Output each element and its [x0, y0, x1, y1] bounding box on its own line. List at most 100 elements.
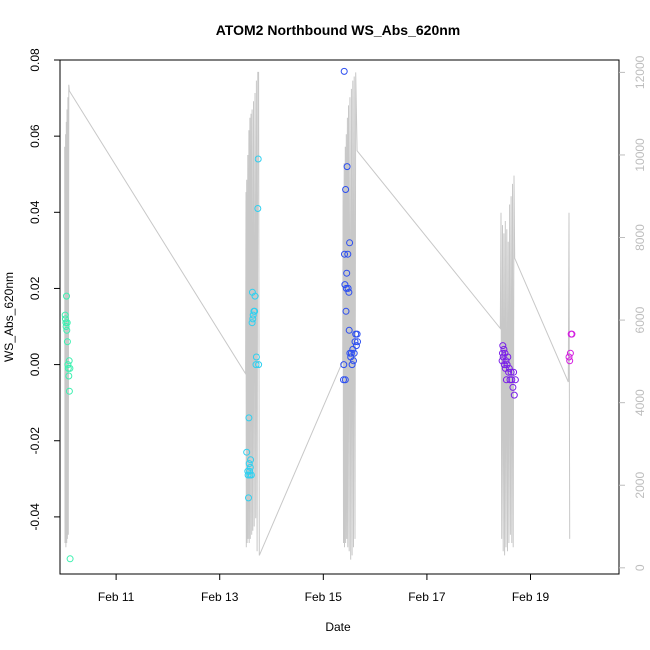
data-point: [351, 338, 359, 346]
data-point: [345, 288, 353, 296]
data-point: [246, 463, 254, 471]
data-point: [63, 292, 70, 300]
y2-tick-label: 6000: [633, 306, 647, 333]
data-point: [349, 345, 357, 353]
data-point: [343, 163, 351, 171]
data-point: [245, 414, 253, 422]
x-tick-label: Feb 15: [305, 590, 343, 604]
data-point: [249, 311, 257, 319]
data-point: [254, 155, 262, 163]
data-point: [61, 311, 69, 319]
data-point: [511, 376, 519, 384]
data-point: [509, 383, 517, 391]
data-point: [340, 361, 348, 369]
data-point: [347, 349, 355, 357]
data-point: [246, 467, 254, 475]
x-tick-label: Feb 13: [201, 590, 239, 604]
data-point: [65, 387, 73, 395]
x-axis-label: Date: [325, 620, 351, 634]
data-point: [500, 361, 508, 369]
data-point: [343, 269, 351, 277]
data-point: [64, 361, 72, 369]
data-point: [255, 361, 263, 369]
data-point: [252, 361, 260, 369]
data-point: [566, 349, 574, 357]
data-point: [499, 342, 507, 350]
y-axis-label: WS_Abs_620nm: [2, 272, 16, 362]
data-point: [510, 391, 518, 399]
data-point: [352, 342, 360, 350]
data-point: [252, 353, 260, 361]
data-point: [248, 319, 256, 327]
data-point: [344, 250, 352, 258]
data-point: [243, 448, 251, 456]
y2-tick-label: 8000: [633, 224, 647, 251]
data-point: [245, 494, 252, 502]
y-axis-left: -0.04 -0.02 0.00 0.02 0.04 0.06 0.08: [28, 48, 60, 531]
data-point: [350, 357, 357, 365]
data-point: [66, 555, 74, 563]
data-point: [505, 364, 513, 372]
data-point: [247, 456, 255, 464]
y-axis-right: 0 2000 4000 6000 8000 10000 12000: [619, 55, 647, 571]
y-tick-label: -0.04: [28, 503, 42, 531]
points-layer: [61, 67, 576, 563]
data-point: [63, 338, 71, 346]
data-point: [348, 361, 356, 369]
secondary-line-layer: [64, 71, 571, 560]
data-point: [346, 239, 354, 247]
y2-tick-label: 2000: [633, 472, 647, 499]
data-point: [354, 338, 361, 346]
data-point: [63, 326, 71, 334]
data-point: [503, 361, 511, 369]
x-tick-label: Feb 19: [512, 590, 550, 604]
data-point: [62, 323, 70, 330]
data-point: [249, 315, 257, 323]
data-point: [502, 357, 510, 365]
x-tick-label: Feb 17: [408, 590, 446, 604]
data-point: [502, 376, 510, 384]
y-tick-label: 0.02: [28, 276, 42, 300]
data-point: [510, 368, 518, 376]
data-point: [350, 349, 358, 357]
y2-tick-label: 10000: [633, 138, 647, 172]
data-point: [251, 307, 259, 315]
data-point: [341, 250, 348, 258]
data-point: [353, 330, 361, 338]
data-point: [508, 376, 516, 384]
plot-frame: [59, 59, 620, 575]
data-point: [504, 353, 512, 361]
data-point: [342, 186, 350, 193]
data-point: [65, 372, 73, 380]
data-point: [66, 364, 74, 372]
data-point: [63, 319, 71, 327]
data-point: [345, 326, 353, 334]
y-tick-label: 0.08: [28, 48, 42, 72]
data-point: [568, 330, 576, 338]
data-point: [247, 471, 255, 479]
data-point: [341, 376, 349, 384]
data-point: [340, 67, 348, 75]
y-tick-label: 0.06: [28, 124, 42, 148]
x-tick-label: Feb 11: [98, 590, 135, 604]
data-point: [499, 349, 506, 357]
data-point: [245, 460, 253, 468]
x-axis: Feb 11 Feb 13 Feb 15 Feb 17 Feb 19: [98, 574, 550, 604]
data-point: [251, 292, 259, 300]
data-point: [498, 357, 506, 365]
y2-tick-label: 0: [633, 564, 647, 571]
data-point: [61, 315, 69, 323]
chart-title: ATOM2 Northbound WS_Abs_620nm: [216, 22, 461, 38]
data-point: [254, 205, 262, 212]
secondary-series-line: [64, 71, 571, 560]
data-point: [505, 368, 513, 376]
y-tick-label: 0.00: [28, 353, 42, 377]
data-point: [65, 357, 73, 365]
data-point: [507, 368, 515, 376]
data-point: [344, 284, 352, 292]
y-tick-label: -0.02: [28, 427, 42, 455]
y2-tick-label: 12000: [633, 55, 647, 89]
y-tick-label: 0.04: [28, 200, 42, 224]
data-point: [342, 307, 350, 315]
